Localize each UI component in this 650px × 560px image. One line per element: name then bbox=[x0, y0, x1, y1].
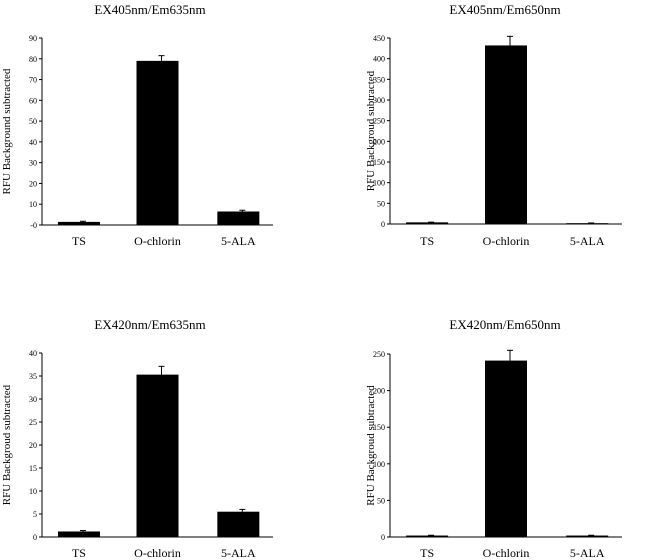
category-label: TS bbox=[420, 234, 434, 248]
y-tick-label: 300 bbox=[373, 96, 385, 105]
bar bbox=[566, 535, 609, 537]
chart-title: EX405nm/Em635nm bbox=[94, 2, 205, 17]
bar bbox=[136, 374, 179, 537]
chart-panel: EX420nm/Em650nm RFU Backgroud subtracted… bbox=[365, 317, 622, 560]
y-tick-label: 250 bbox=[373, 117, 385, 126]
y-tick-label: 50 bbox=[29, 117, 37, 126]
category-label: 5-ALA bbox=[221, 234, 256, 248]
y-tick-label: 30 bbox=[29, 395, 37, 404]
category-label: O-chlorin bbox=[483, 234, 530, 248]
y-tick-label: 150 bbox=[373, 158, 385, 167]
y-axis-label: RFU Background subtracted bbox=[1, 68, 13, 194]
category-label: TS bbox=[72, 234, 86, 248]
bar bbox=[566, 223, 609, 224]
y-tick-label: 0 bbox=[33, 533, 37, 542]
y-tick-label: 250 bbox=[373, 350, 385, 359]
category-label: O-chlorin bbox=[134, 546, 181, 560]
chart-marks: 0 5 10 15 20 25 30 35 40 TS O-chlorin 5-ALA bbox=[29, 349, 273, 560]
chart-marks: -0 10 20 30 40 50 60 70 80 90 TS O-chlorin 5-ALA bbox=[29, 34, 273, 248]
chart-title: EX420nm/Em650nm bbox=[449, 317, 560, 332]
category-label: 5-ALA bbox=[570, 234, 605, 248]
chart-title: EX405nm/Em650nm bbox=[449, 2, 560, 17]
y-tick-label: 5 bbox=[33, 510, 37, 519]
chart-marks: 0 50 100 150 200 250 TS O-chlorin 5-ALA bbox=[373, 349, 622, 560]
y-tick-label: 350 bbox=[373, 75, 385, 84]
bar bbox=[136, 60, 179, 225]
y-tick-label: 0 bbox=[381, 220, 385, 229]
y-tick-label: 80 bbox=[29, 55, 37, 64]
y-tick-label: 20 bbox=[29, 441, 37, 450]
y-tick-label: 100 bbox=[373, 179, 385, 188]
bar bbox=[217, 511, 260, 537]
y-tick-label: 100 bbox=[373, 460, 385, 469]
bar bbox=[406, 222, 449, 224]
y-axis-label: RFU Backgroud subtracted bbox=[1, 384, 13, 505]
y-tick-label: 90 bbox=[29, 34, 37, 43]
category-label: TS bbox=[420, 546, 434, 560]
category-label: O-chlorin bbox=[134, 234, 181, 248]
chart-panel: EX420nm/Em635nm RFU Backgroud subtracted… bbox=[1, 317, 273, 560]
y-axis-label: RFU Backgroud subtracted bbox=[365, 385, 377, 506]
bar bbox=[217, 211, 260, 225]
bar bbox=[406, 535, 449, 537]
y-tick-label: 150 bbox=[373, 423, 385, 432]
y-tick-label: 35 bbox=[29, 372, 37, 381]
y-tick-label: -0 bbox=[30, 221, 37, 230]
category-label: 5-ALA bbox=[221, 546, 256, 560]
y-tick-label: 200 bbox=[373, 137, 385, 146]
chart-marks: 0 50 100 150 200 250 300 350 400 450 TS O-chlorin 5-… bbox=[373, 34, 622, 248]
y-tick-label: 200 bbox=[373, 387, 385, 396]
bar bbox=[485, 360, 527, 537]
y-tick-label: 10 bbox=[29, 200, 37, 209]
chart-title: EX420nm/Em635nm bbox=[94, 317, 205, 332]
bar bbox=[485, 45, 527, 224]
category-label: 5-ALA bbox=[570, 546, 605, 560]
y-tick-label: 50 bbox=[377, 199, 385, 208]
y-tick-label: 25 bbox=[29, 418, 37, 427]
y-axis-label: RFU Backgroud subtracted bbox=[365, 70, 377, 191]
y-tick-label: 60 bbox=[29, 96, 37, 105]
y-tick-label: 40 bbox=[29, 349, 37, 358]
y-tick-label: 70 bbox=[29, 76, 37, 85]
bar bbox=[57, 531, 100, 537]
category-label: O-chlorin bbox=[483, 546, 530, 560]
chart-panel: EX405nm/Em635nm RFU Background subtracte… bbox=[1, 2, 273, 248]
y-tick-label: 50 bbox=[377, 496, 385, 505]
y-tick-label: 20 bbox=[29, 179, 37, 188]
y-tick-label: 400 bbox=[373, 55, 385, 64]
category-label: TS bbox=[72, 546, 86, 560]
chart-panel: EX405nm/Em650nm RFU Backgroud subtracted… bbox=[365, 2, 622, 248]
bar bbox=[57, 221, 100, 225]
y-tick-label: 15 bbox=[29, 464, 37, 473]
y-tick-label: 30 bbox=[29, 159, 37, 168]
y-tick-label: 0 bbox=[381, 533, 385, 542]
y-tick-label: 40 bbox=[29, 138, 37, 147]
y-tick-label: 450 bbox=[373, 34, 385, 43]
y-tick-label: 10 bbox=[29, 487, 37, 496]
